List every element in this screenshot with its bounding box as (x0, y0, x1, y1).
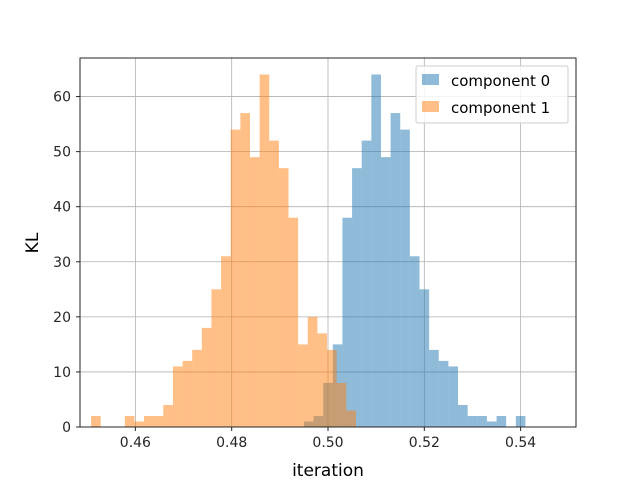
legend-label-component-0: component 0 (451, 72, 550, 90)
histogram-bar (342, 217, 353, 427)
histogram-bar (317, 333, 328, 427)
histogram-bar (182, 360, 193, 427)
histogram-bar (172, 366, 183, 427)
series-component-1 (91, 74, 356, 428)
histogram-bar (249, 157, 260, 427)
histogram-bar (278, 168, 289, 428)
histogram-bar (346, 410, 356, 427)
histogram-bar (124, 415, 135, 427)
histogram-bar (153, 415, 164, 427)
histogram-bar (515, 415, 526, 427)
histogram-bar (163, 404, 173, 427)
histogram-bar (201, 327, 212, 427)
y-tick-label: 20 (53, 310, 71, 326)
histogram-bar (298, 344, 308, 427)
series-component-0 (303, 74, 526, 428)
y-axis-ticks: 0 10 20 30 40 50 60 (53, 90, 80, 436)
legend: component 0 component 1 (415, 65, 569, 124)
histogram-bar (486, 421, 497, 427)
x-tick-label: 0.46 (120, 435, 151, 451)
y-tick-label: 30 (53, 255, 71, 271)
y-tick-label: 60 (53, 90, 71, 106)
histogram-bar (458, 404, 468, 427)
x-tick-label: 0.50 (312, 435, 343, 451)
histogram-bar (419, 289, 430, 427)
histogram-bar (211, 289, 222, 427)
histogram-bar (144, 415, 154, 427)
histogram-bar (259, 74, 270, 427)
histogram-bar (269, 140, 279, 427)
histogram-bar (361, 140, 372, 427)
legend-box (415, 65, 569, 124)
x-tick-label: 0.48 (216, 435, 247, 451)
histogram-bar (327, 349, 337, 427)
histogram-bar (429, 349, 439, 427)
legend-swatch-component-1 (422, 101, 439, 112)
x-axis-ticks: 0.46 0.48 0.50 0.52 0.54 (120, 427, 536, 451)
histogram-bar (192, 349, 202, 427)
y-tick-label: 40 (53, 200, 71, 216)
histogram-bar (134, 421, 145, 427)
histogram-bar (352, 168, 362, 428)
histogram-bar (390, 113, 401, 428)
x-axis-label: iteration (292, 461, 364, 480)
histogram-bars (91, 74, 526, 428)
histogram-bar (400, 129, 410, 427)
y-axis-label: KL (23, 232, 43, 253)
histogram-bar (221, 256, 231, 427)
histogram-bar (307, 316, 318, 427)
histogram-bar (477, 415, 487, 427)
histogram-bar (240, 113, 250, 428)
y-tick-label: 50 (53, 145, 71, 161)
histogram-bar (230, 129, 241, 427)
histogram-bar (448, 366, 459, 427)
histogram-bar (371, 74, 381, 427)
legend-swatch-component-0 (422, 74, 439, 85)
y-tick-label: 10 (53, 365, 71, 381)
legend-label-component-1: component 1 (451, 99, 550, 117)
histogram-bar (91, 415, 101, 427)
histogram-bar (288, 217, 299, 427)
histogram-bar (409, 256, 420, 427)
histogram-bar (336, 382, 347, 427)
x-tick-label: 0.52 (409, 435, 440, 451)
histogram-bar (380, 157, 391, 427)
histogram-bar (496, 415, 507, 427)
histogram-bar (467, 415, 478, 427)
y-tick-label: 0 (62, 420, 71, 436)
x-tick-label: 0.54 (505, 435, 536, 451)
histogram-bar (438, 360, 449, 427)
